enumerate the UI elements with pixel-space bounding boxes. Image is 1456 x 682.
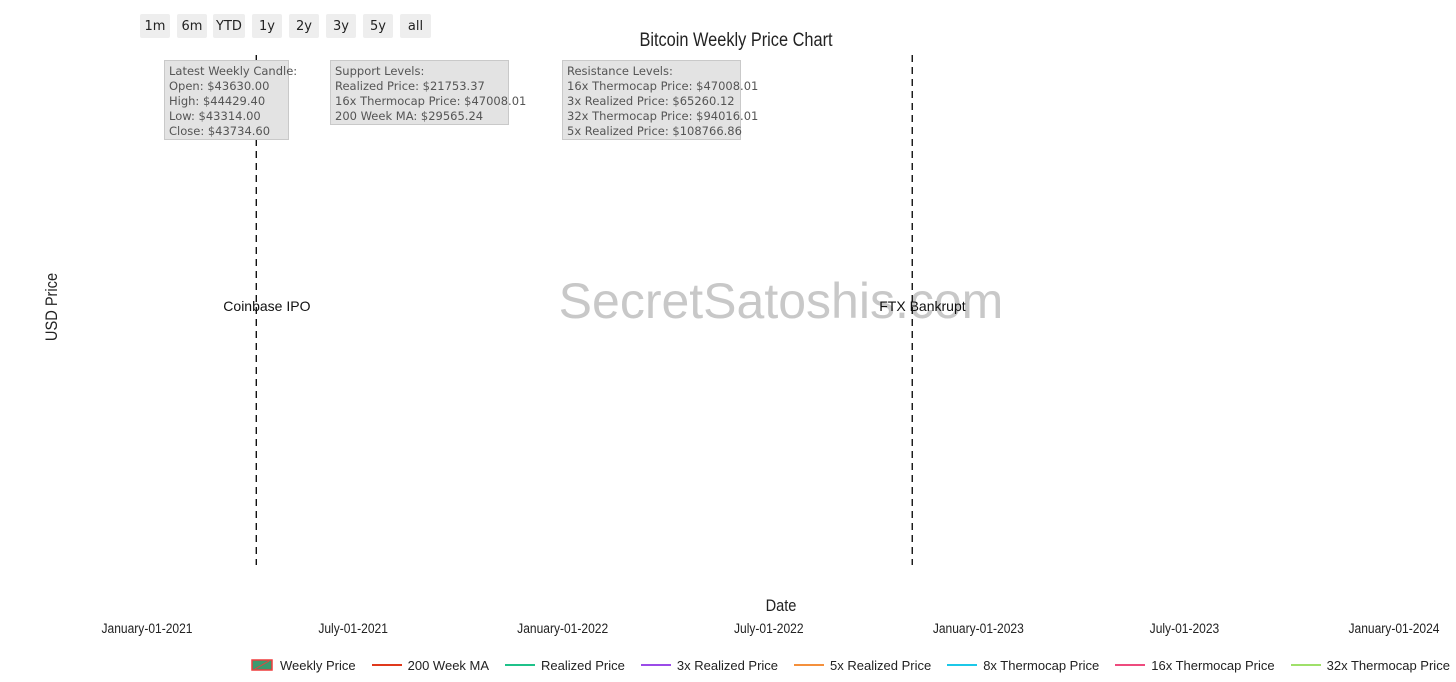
legend-weekly-price[interactable]: Weekly Price (250, 658, 356, 673)
x-tick-label: July-01-2021 (318, 620, 388, 636)
support-16x-thermocap: 16x Thermocap Price: $47008.01 (335, 94, 527, 108)
legend-200-week-ma[interactable]: 200 Week MA (371, 657, 490, 673)
range-button-6m[interactable]: 6m (177, 14, 207, 38)
legend-label: 32x Thermocap Price (1326, 657, 1450, 673)
annotations: Coinbase IPO FTX Bankrupt (223, 55, 966, 565)
watermark: SecretSatoshis.com (559, 273, 1004, 329)
support-levels-box: Support Levels: Realized Price: $21753.3… (330, 60, 527, 125)
legend-5x-realized-price[interactable]: 5x Realized Price (794, 658, 931, 673)
legend-3x-realized-price[interactable]: 3x Realized Price (640, 657, 779, 673)
support-200-week-ma: 200 Week MA: $29565.24 (335, 109, 484, 123)
line-legend-icon (1290, 664, 1321, 666)
x-axis-title: Date (766, 597, 797, 615)
legend: Weekly Price 200 Week MA Realized Price … (250, 655, 1456, 675)
axes: 23456789100kJanuary-01-2021July-01-2021J… (102, 620, 1440, 636)
legend-label: 8x Thermocap Price (983, 657, 1100, 673)
legend-16x-thermocap-price[interactable]: 16x Thermocap Price (1115, 657, 1275, 673)
line-legend-icon (640, 664, 671, 666)
y-axis-title: USD Price (43, 273, 61, 341)
legend-label: 5x Realized Price (830, 657, 932, 673)
range-button-5y[interactable]: 5y (363, 14, 393, 38)
range-button-all[interactable]: all (400, 14, 431, 38)
line-legend-icon (505, 664, 536, 666)
line-legend-icon (371, 664, 402, 666)
latest-candle-heading: Latest Weekly Candle: (169, 64, 298, 78)
support-heading: Support Levels: (335, 64, 425, 78)
x-tick-label: July-01-2022 (734, 620, 804, 636)
legend-label: 16x Thermocap Price (1151, 657, 1275, 673)
line-legend-icon (1115, 664, 1146, 666)
candle-legend-icon (251, 659, 273, 671)
latest-candle-high: High: $44429.40 (169, 94, 266, 108)
x-tick-label: July-01-2023 (1150, 620, 1220, 636)
resistance-heading: Resistance Levels: (567, 64, 673, 78)
legend-label: 200 Week MA (407, 657, 490, 673)
range-button-2y[interactable]: 2y (289, 14, 319, 38)
legend-label: 3x Realized Price (676, 657, 779, 673)
x-tick-label: January-01-2023 (933, 620, 1024, 636)
event-label: FTX Bankrupt (879, 298, 965, 314)
line-legend-icon (794, 664, 825, 666)
legend-32x-thermocap-price[interactable]: 32x Thermocap Price (1290, 657, 1450, 673)
resistance-3x-realized: 3x Realized Price: $65260.12 (567, 94, 735, 108)
resistance-5x-realized: 5x Realized Price: $108766.86 (567, 124, 742, 138)
x-tick-label: January-01-2021 (102, 620, 193, 636)
latest-candle-low: Low: $43314.00 (169, 109, 261, 123)
range-button-1y[interactable]: 1y (252, 14, 282, 38)
event-label: Coinbase IPO (223, 298, 310, 314)
support-realized: Realized Price: $21753.37 (335, 79, 485, 93)
range-button-ytd[interactable]: YTD (213, 14, 245, 38)
resistance-levels-box: Resistance Levels: 16x Thermocap Price: … (562, 60, 759, 140)
legend-label: Weekly Price (280, 657, 356, 673)
x-tick-label: January-01-2024 (1349, 620, 1440, 636)
x-tick-label: January-01-2022 (517, 620, 608, 636)
legend-label: Realized Price (541, 657, 625, 673)
legend-realized-price[interactable]: Realized Price (505, 658, 625, 673)
resistance-16x-thermocap: 16x Thermocap Price: $47008.01 (567, 79, 759, 93)
latest-candle-close: Close: $43734.60 (169, 124, 271, 138)
range-button-1m[interactable]: 1m (140, 14, 170, 38)
latest-candle-open: Open: $43630.00 (169, 79, 270, 93)
resistance-32x-thermocap: 32x Thermocap Price: $94016.01 (567, 109, 759, 123)
line-legend-icon (947, 664, 978, 666)
chart-title: Bitcoin Weekly Price Chart (639, 30, 833, 51)
legend-8x-thermocap-price[interactable]: 8x Thermocap Price (947, 658, 1099, 673)
range-button-3y[interactable]: 3y (326, 14, 356, 38)
latest-candle-box: Latest Weekly Candle: Open: $43630.00 Hi… (164, 60, 298, 140)
